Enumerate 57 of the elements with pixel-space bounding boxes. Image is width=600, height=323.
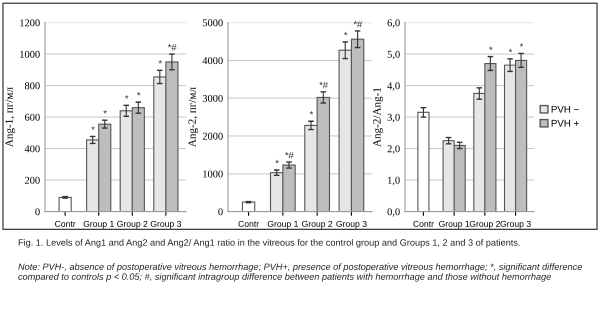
data-label: *	[275, 160, 279, 164]
data-label: *	[489, 46, 493, 50]
y-tick-label: 1200	[20, 19, 40, 26]
data-label: *	[310, 111, 314, 115]
data-label: *	[158, 60, 162, 64]
caption: Fig. 1. Levels of Ang1 and Ang2 and Ang2/ Ang1 ratio in the vitreous for the control group and Groups 1, 2 and 3 of patients.	[18, 239, 520, 248]
x-tick-label: Group 3	[150, 220, 182, 229]
y-tick-label: 0	[35, 208, 40, 216]
data-label: *	[137, 92, 140, 96]
y-tick-label: 6,0	[388, 19, 400, 28]
bar	[242, 202, 256, 212]
y-axis-title: Ang-2/Ang-1	[373, 88, 383, 147]
data-label: *	[91, 126, 95, 130]
y-tick-label: 1000	[203, 170, 223, 178]
x-tick-label: Group 2	[470, 220, 500, 229]
x-tick-label: Group 1	[439, 220, 470, 229]
x-tick-label: Group 3	[500, 220, 531, 229]
bar	[417, 112, 430, 212]
data-label: *	[124, 95, 128, 99]
data-label: *	[508, 48, 512, 52]
x-tick-label: Contr	[238, 220, 259, 227]
text: Note: PVH-, absence of postoperative vitreous hemorrhage; PVH+, presence of postoperative vitreous hemorrhage; *, significant difference compared to controls p < 0.05; #, significant intragroup difference between patients with hemorrhage and those without hemorrhage	[18, 263, 582, 282]
x-tick-label: Contr	[55, 220, 76, 227]
y-tick-label: 3000	[202, 94, 223, 102]
data-label: *#	[354, 20, 362, 28]
y-axis-title: Ang-2, пг/мл	[188, 87, 198, 148]
data-label: *#	[168, 44, 177, 51]
data-label: *	[103, 110, 107, 114]
y-tick-label: 4000	[202, 57, 223, 64]
x-tick-label: Group 2	[117, 220, 148, 229]
bar	[58, 196, 72, 212]
x-tick-label: Contr	[413, 220, 434, 227]
y-tick-label: 1,0	[388, 176, 400, 186]
legend-label: PVH −	[552, 106, 579, 113]
data-label: *#	[319, 82, 328, 88]
y-tick-label: 3,0	[388, 114, 400, 122]
y-tick-label: 0,0	[388, 208, 400, 217]
x-tick-label: Group 1	[84, 220, 114, 229]
y-tick-label: 5,0	[388, 50, 400, 60]
legend-label: PVH +	[552, 120, 579, 127]
y-tick-label: 800	[24, 82, 40, 90]
y-tick-label: 5000	[202, 19, 223, 26]
y-tick-label: 0	[218, 208, 223, 216]
y-tick-label: 600	[24, 114, 40, 121]
data-label: *	[344, 32, 348, 36]
data-label: *	[520, 43, 524, 47]
y-tick-label: 2000	[202, 132, 223, 140]
x-tick-label: Group 3	[336, 220, 367, 229]
y-tick-label: 2,0	[388, 145, 400, 154]
x-tick-label: Group 1	[268, 220, 298, 229]
y-tick-label: 4,0	[387, 82, 400, 91]
y-tick-label: 1000	[20, 50, 40, 58]
x-tick-label: Group 2	[302, 220, 332, 229]
y-axis-title: Ang-1, пг/мл	[5, 87, 16, 148]
y-tick-label: 200	[24, 176, 40, 184]
data-label: *#	[285, 152, 294, 159]
y-tick-label: 400	[24, 145, 40, 152]
